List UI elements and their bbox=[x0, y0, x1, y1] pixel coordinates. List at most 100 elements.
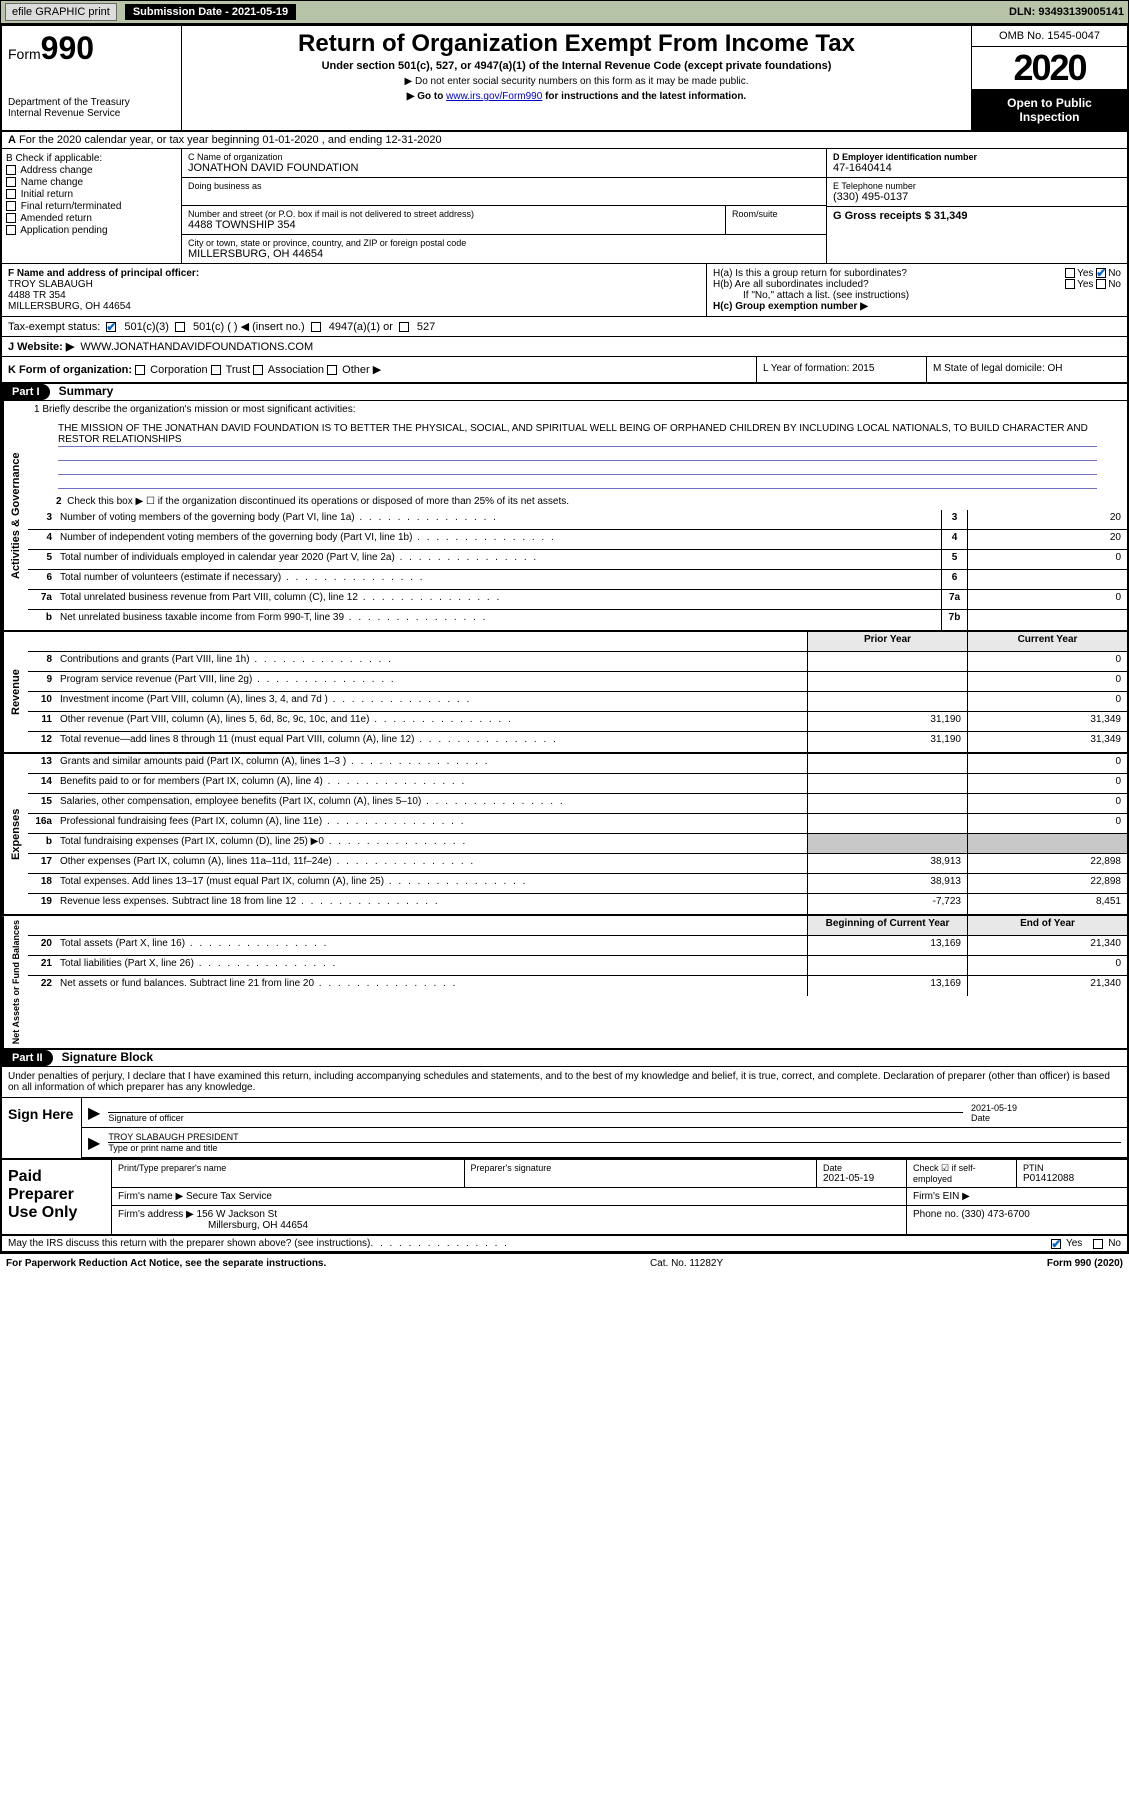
d-label: D Employer identification number bbox=[833, 152, 977, 162]
lbl-address-change: Address change bbox=[20, 165, 92, 176]
chk-final-return[interactable] bbox=[6, 201, 16, 211]
paid-preparer-label: Paid Preparer Use Only bbox=[2, 1160, 112, 1234]
m-state: M State of legal domicile: OH bbox=[927, 357, 1127, 382]
k-label: K Form of organization: bbox=[8, 364, 132, 376]
chk-other[interactable] bbox=[327, 365, 337, 375]
table-row: 22Net assets or fund balances. Subtract … bbox=[28, 976, 1127, 996]
part2-badge: Part II bbox=[2, 1050, 53, 1066]
opt-trust: Trust bbox=[226, 364, 251, 376]
sign-here-label: Sign Here bbox=[2, 1098, 82, 1158]
prep-date-label: Date bbox=[823, 1163, 900, 1173]
arrow-icon-2: ▶ bbox=[88, 1133, 100, 1153]
col-current: Current Year bbox=[967, 632, 1127, 651]
opt-corp: Corporation bbox=[150, 364, 207, 376]
addr-value: 4488 TOWNSHIP 354 bbox=[188, 219, 719, 231]
chk-527[interactable] bbox=[399, 322, 409, 332]
city-label: City or town, state or province, country… bbox=[188, 238, 820, 248]
line-a-text: For the 2020 calendar year, or tax year … bbox=[19, 134, 442, 146]
col-b: B Check if applicable: Address change Na… bbox=[2, 149, 182, 263]
arrow-icon: ▶ bbox=[88, 1103, 100, 1123]
discuss-no[interactable] bbox=[1093, 1239, 1103, 1249]
phone-value: (330) 495-0137 bbox=[833, 191, 1121, 203]
hb-label: H(b) Are all subordinates included? bbox=[713, 279, 869, 290]
ha-yes[interactable] bbox=[1065, 268, 1075, 278]
chk-initial-return[interactable] bbox=[6, 189, 16, 199]
dept-treasury: Department of the Treasury bbox=[8, 97, 175, 108]
opt-501c: 501(c) ( ) ◀ (insert no.) bbox=[193, 320, 305, 333]
part1-header-row: Part I Summary bbox=[2, 384, 1127, 401]
hb-yes-lbl: Yes bbox=[1077, 279, 1093, 290]
chk-assoc[interactable] bbox=[253, 365, 263, 375]
instructions-link[interactable]: www.irs.gov/Form990 bbox=[446, 91, 542, 102]
discuss-yes[interactable] bbox=[1051, 1239, 1061, 1249]
hb-note: If "No," attach a list. (see instruction… bbox=[713, 290, 1121, 301]
e-label: E Telephone number bbox=[833, 181, 1121, 191]
tax-exempt-row: Tax-exempt status: 501(c)(3) 501(c) ( ) … bbox=[2, 317, 1127, 337]
ha-label: H(a) Is this a group return for subordin… bbox=[713, 268, 907, 279]
side-expenses: Expenses bbox=[2, 754, 28, 914]
ha-no[interactable] bbox=[1096, 268, 1106, 278]
chk-501c[interactable] bbox=[175, 322, 185, 332]
discuss-label: May the IRS discuss this return with the… bbox=[8, 1238, 370, 1249]
sig-date-label: Date bbox=[971, 1113, 990, 1123]
ein-value: 47-1640414 bbox=[833, 162, 1121, 174]
irs-label: Internal Revenue Service bbox=[8, 108, 175, 119]
efile-print-button[interactable]: efile GRAPHIC print bbox=[5, 3, 117, 21]
table-row: 5Total number of individuals employed in… bbox=[28, 550, 1127, 570]
b-header: B Check if applicable: bbox=[6, 153, 177, 164]
firm-addr2: Millersburg, OH 44654 bbox=[118, 1220, 900, 1231]
table-row: bNet unrelated business taxable income f… bbox=[28, 610, 1127, 630]
sig-officer-label: Signature of officer bbox=[108, 1113, 183, 1123]
firm-addr-label: Firm's address ▶ bbox=[118, 1209, 194, 1220]
c-label: C Name of organization bbox=[188, 152, 820, 162]
hb-no[interactable] bbox=[1096, 279, 1106, 289]
chk-501c3[interactable] bbox=[106, 322, 116, 332]
col-h: H(a) Is this a group return for subordin… bbox=[707, 264, 1127, 316]
revenue-table: Revenue Prior Year Current Year 8Contrib… bbox=[2, 632, 1127, 754]
page-footer: For Paperwork Reduction Act Notice, see … bbox=[0, 1254, 1129, 1273]
opt-4947: 4947(a)(1) or bbox=[329, 321, 393, 333]
sig-intro: Under penalties of perjury, I declare th… bbox=[2, 1067, 1127, 1098]
omb-number: OMB No. 1545-0047 bbox=[972, 26, 1127, 47]
chk-amended[interactable] bbox=[6, 213, 16, 223]
table-row: 3Number of voting members of the governi… bbox=[28, 510, 1127, 530]
f-label: F Name and address of principal officer: bbox=[8, 268, 199, 279]
part2-header-row: Part II Signature Block bbox=[2, 1050, 1127, 1067]
tax-year: 2020 bbox=[972, 47, 1127, 90]
table-row: 17Other expenses (Part IX, column (A), l… bbox=[28, 854, 1127, 874]
col-begin: Beginning of Current Year bbox=[807, 916, 967, 935]
table-row: 7aTotal unrelated business revenue from … bbox=[28, 590, 1127, 610]
net-header: Beginning of Current Year End of Year bbox=[28, 916, 1127, 936]
cat-no: Cat. No. 11282Y bbox=[650, 1258, 723, 1269]
header-left: Form990 Department of the Treasury Inter… bbox=[2, 26, 182, 130]
chk-address-change[interactable] bbox=[6, 165, 16, 175]
q2-label: Check this box ▶ ☐ if the organization d… bbox=[67, 496, 569, 507]
rev-header: Prior Year Current Year bbox=[28, 632, 1127, 652]
note-goto-post: for instructions and the latest informat… bbox=[545, 91, 746, 102]
ha-no-lbl: No bbox=[1108, 268, 1121, 279]
hb-yes[interactable] bbox=[1065, 279, 1075, 289]
form-container: Form990 Department of the Treasury Inter… bbox=[0, 24, 1129, 1254]
col-c: C Name of organization JONATHON DAVID FO… bbox=[182, 149, 827, 263]
table-row: 18Total expenses. Add lines 13–17 (must … bbox=[28, 874, 1127, 894]
chk-corp[interactable] bbox=[135, 365, 145, 375]
section-klm: K Form of organization: Corporation Trus… bbox=[2, 357, 1127, 384]
public-inspection: Open to Public Inspection bbox=[972, 90, 1127, 130]
form-title: Return of Organization Exempt From Incom… bbox=[188, 30, 965, 58]
col-deg: D Employer identification number 47-1640… bbox=[827, 149, 1127, 263]
website-row: J Website: ▶ WWW.JONATHANDAVIDFOUNDATION… bbox=[2, 337, 1127, 357]
chk-name-change[interactable] bbox=[6, 177, 16, 187]
table-row: 10Investment income (Part VIII, column (… bbox=[28, 692, 1127, 712]
officer-addr1: 4488 TR 354 bbox=[8, 290, 700, 301]
table-row: 20Total assets (Part X, line 16)13,16921… bbox=[28, 936, 1127, 956]
expenses-table: Expenses 13Grants and similar amounts pa… bbox=[2, 754, 1127, 916]
chk-trust[interactable] bbox=[211, 365, 221, 375]
chk-pending[interactable] bbox=[6, 225, 16, 235]
table-row: 12Total revenue—add lines 8 through 11 (… bbox=[28, 732, 1127, 752]
check-self-label: Check ☑ if self-employed bbox=[913, 1163, 1010, 1184]
part1-title: Summary bbox=[53, 382, 120, 400]
chk-4947[interactable] bbox=[311, 322, 321, 332]
table-row: bTotal fundraising expenses (Part IX, co… bbox=[28, 834, 1127, 854]
table-row: 14Benefits paid to or for members (Part … bbox=[28, 774, 1127, 794]
preparer-section: Paid Preparer Use Only Print/Type prepar… bbox=[2, 1160, 1127, 1236]
